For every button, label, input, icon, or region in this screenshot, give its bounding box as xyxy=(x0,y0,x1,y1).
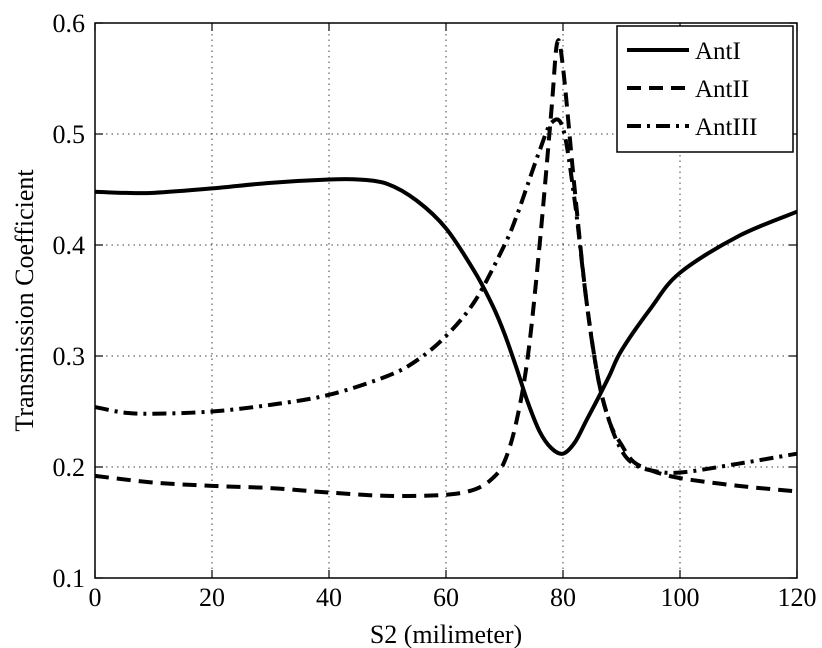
legend-label: AntII xyxy=(695,76,749,103)
y-tick-label: 0.3 xyxy=(53,342,86,371)
y-tick-label: 0.5 xyxy=(53,120,86,149)
series-line-antiii xyxy=(94,117,798,475)
x-tick-label: 80 xyxy=(550,583,576,612)
x-tick-label: 120 xyxy=(778,583,817,612)
legend-box xyxy=(616,25,794,153)
series-line-anti xyxy=(94,177,798,456)
y-tick-label: 0.1 xyxy=(53,564,86,593)
x-tick-label: 0 xyxy=(89,583,102,612)
y-tick-label: 0.4 xyxy=(53,231,86,260)
legend-label: AntIII xyxy=(695,114,757,141)
x-tick-label: 20 xyxy=(199,583,225,612)
y-tick-label: 0.2 xyxy=(53,453,86,482)
legend-label: AntI xyxy=(695,38,741,65)
y-tick-label: 0.6 xyxy=(53,9,86,38)
x-tick-label: 60 xyxy=(433,583,459,612)
plot-series xyxy=(94,38,798,498)
legend: AntI AntII AntIII xyxy=(616,25,794,153)
x-tick-label: 100 xyxy=(661,583,700,612)
x-axis-title: S2 (milimeter) xyxy=(370,620,522,648)
y-axis-title: Transmission Coefficient xyxy=(10,169,39,432)
x-tick-label: 40 xyxy=(316,583,342,612)
axis-ticks: 0 20 40 60 80 100 120 0.1 0.2 0.3 0.4 0.5 0.6 xyxy=(53,9,817,612)
